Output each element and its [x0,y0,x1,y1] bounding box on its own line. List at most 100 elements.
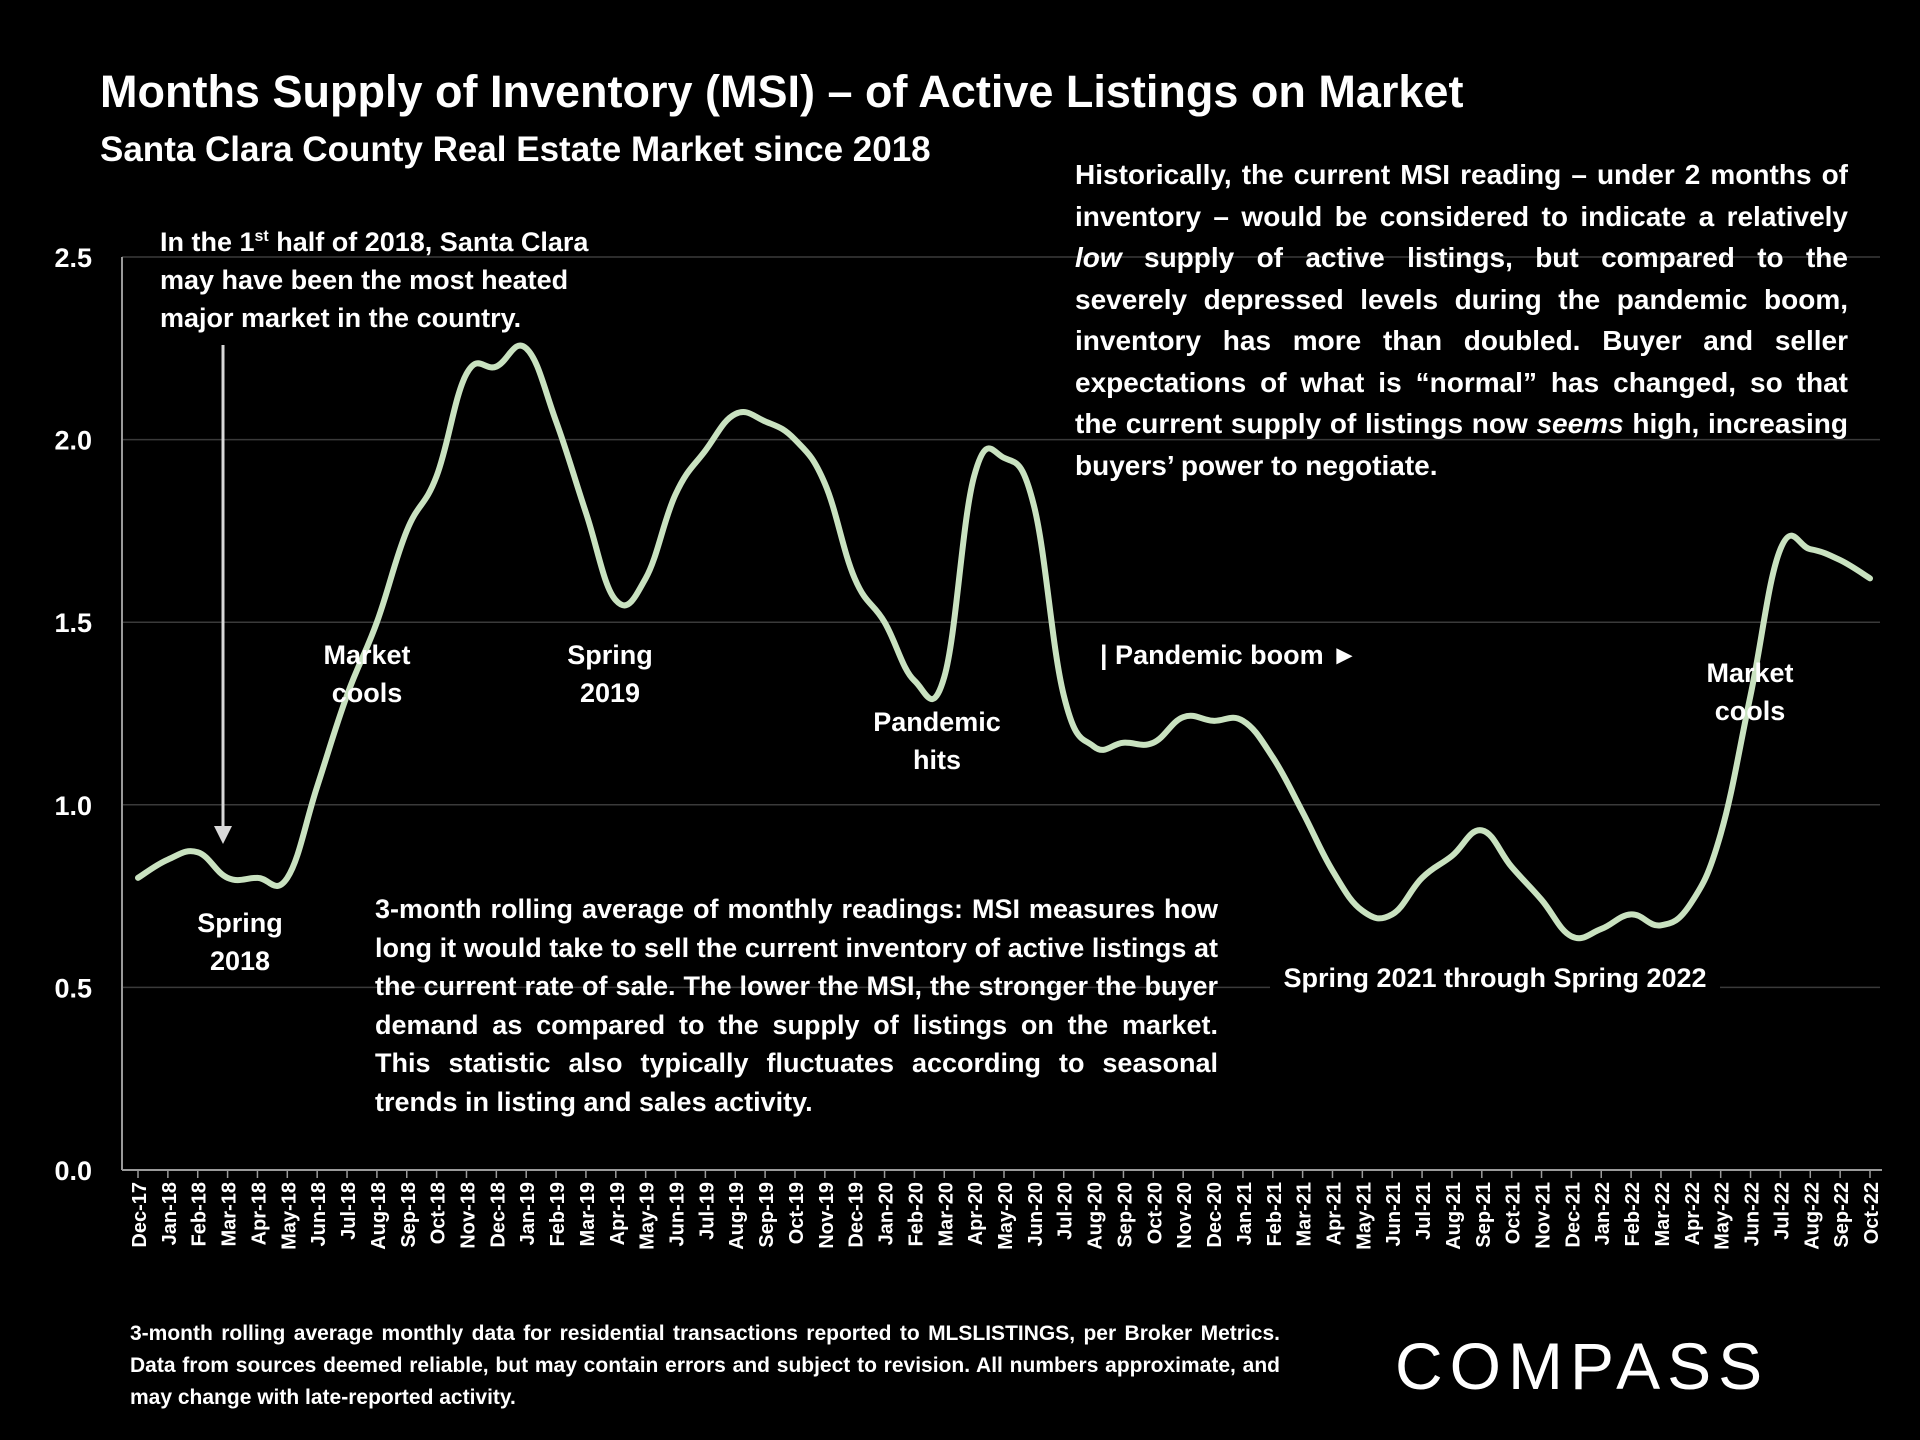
note-left-part-1: In the 1 [160,227,255,257]
x-tick-label: Dec-21 [1562,1182,1584,1248]
x-tick-label: Mar-19 [577,1182,599,1246]
x-tick-label: Jun-19 [667,1182,689,1246]
x-tick-label: Aug-22 [1801,1182,1823,1250]
x-tick-label: Aug-18 [368,1182,390,1250]
data-point-oct-22 [1867,575,1873,581]
annotation-spring-2018-line2: 2018 [209,946,271,976]
series-line-msi [135,342,1873,942]
footer-disclaimer: 3-month rolling average monthly data for… [130,1322,1280,1409]
x-tick-label: Mar-22 [1652,1182,1674,1246]
msi-definition-note: 3-month rolling average of monthly readi… [375,894,1218,1117]
x-tick-label: Aug-20 [1085,1182,1107,1250]
data-point-jun-20 [1031,502,1037,508]
data-point-dec-19 [852,575,858,581]
annotation-spring-2018-line1: Spring [197,908,283,938]
data-point-oct-21 [1509,864,1515,870]
x-tick-label: Jun-20 [1025,1182,1047,1246]
note-right-emphasis-seems: seems [1536,408,1624,439]
series-layer [135,342,1873,942]
x-tick-label: Sep-20 [1114,1182,1136,1248]
x-tick-label: Oct-22 [1861,1182,1883,1244]
data-point-jan-20 [882,619,888,625]
x-tick-label: Jan-20 [876,1182,898,1245]
annotation-market-cools-2022-line1: Market [1706,658,1794,688]
data-point-apr-20 [971,473,977,479]
x-tick-labels: Dec-17 Jan-18 Feb-18 Mar-18 Apr-18 May-18 Jun-… [129,1170,1883,1250]
x-tick-label: Jun-21 [1383,1182,1405,1246]
x-tick-label: Aug-21 [1443,1182,1465,1250]
annotation-spring-2021-2022: Spring 2021 through Spring 2022 [1270,959,1720,997]
x-tick-label: Sep-22 [1831,1182,1853,1248]
x-tick-label: Nov-20 [1174,1182,1196,1249]
annotation-pandemic-hits-line1: Pandemic [873,707,1001,737]
data-point-oct-19 [792,437,798,443]
data-point-aug-18 [374,619,380,625]
data-point-aug-20 [1091,743,1097,749]
x-tick-label: Mar-20 [935,1182,957,1246]
data-point-oct-18 [434,473,440,479]
y-tick-labels: 0.0 0.5 1.0 1.5 2.0 2.5 [54,243,92,1186]
data-point-nov-19 [822,480,828,486]
data-point-dec-18 [493,364,499,370]
data-point-apr-19 [613,597,619,603]
annotation-spring-2019-line2: 2019 [579,678,641,708]
x-tick-label: Jan-21 [1234,1182,1256,1245]
data-point-sep-22 [1837,557,1843,563]
data-point-apr-22 [1688,900,1694,906]
data-point-may-22 [1718,831,1724,837]
annotation-market-cools-2018: Market cools [307,636,427,712]
x-tick-label: Oct-18 [428,1182,450,1244]
data-point-jun-21 [1389,911,1395,917]
data-point-dec-21 [1568,933,1574,939]
data-point-jul-21 [1419,875,1425,881]
note-right-emphasis-low: low [1075,242,1122,273]
annotation-arrow-head [214,826,232,844]
gridlines [122,256,1880,989]
y-tick-label: 0.5 [54,973,92,1003]
data-point-may-18 [284,875,290,881]
page-subtitle: Santa Clara County Real Estate Market si… [100,130,931,169]
data-point-may-20 [1001,455,1007,461]
x-tick-label: Feb-18 [189,1182,211,1246]
data-point-mar-19 [583,510,589,516]
data-point-sep-19 [762,418,768,424]
x-tick-label: May-21 [1353,1182,1375,1250]
x-tick-label: Apr-18 [248,1182,270,1245]
x-tick-label: Sep-19 [756,1182,778,1248]
x-tick-label: Jan-22 [1592,1182,1614,1245]
data-point-feb-22 [1628,911,1634,917]
data-point-feb-20 [911,678,917,684]
x-tick-label: Feb-21 [1264,1182,1286,1246]
annotation-market-cools-2018-line2: cools [331,678,403,708]
x-tick-label: Oct-19 [786,1182,808,1244]
data-point-apr-18 [254,875,260,881]
x-tick-label: Feb-22 [1622,1182,1644,1246]
data-point-apr-21 [1329,868,1335,874]
data-point-jul-20 [1061,692,1067,698]
annotation-pandemic-hits: Pandemic hits [857,703,1017,779]
x-tick-label: Apr-20 [965,1182,987,1245]
x-tick-label: Jul-22 [1771,1182,1793,1240]
x-tick-label: Dec-18 [487,1182,509,1248]
data-point-jul-22 [1777,546,1783,552]
data-point-jun-19 [673,491,679,497]
x-tick-label: Sep-21 [1473,1182,1495,1248]
x-tick-label: Jul-20 [1055,1182,1077,1240]
data-point-mar-18 [225,875,231,881]
data-point-may-19 [643,575,649,581]
data-point-jul-18 [344,692,350,698]
note-right-part-1: Historically, the current MSI reading – … [1075,159,1848,232]
x-tick-label: Dec-19 [846,1182,868,1248]
historical-context-note: Historically, the current MSI reading – … [1075,154,1848,486]
note-left-part-2: half of 2018, Santa Clara may have been … [160,227,589,333]
x-tick-label: Mar-18 [219,1182,241,1246]
data-point-mar-20 [941,674,947,680]
note-left-superscript: st [254,228,269,245]
data-point-may-21 [1359,908,1365,914]
x-tick-label: Nov-18 [457,1182,479,1249]
compass-logo: COMPASS [1395,1329,1770,1403]
annotation-spring-2018: Spring 2018 [180,904,300,980]
data-point-nov-18 [463,371,469,377]
